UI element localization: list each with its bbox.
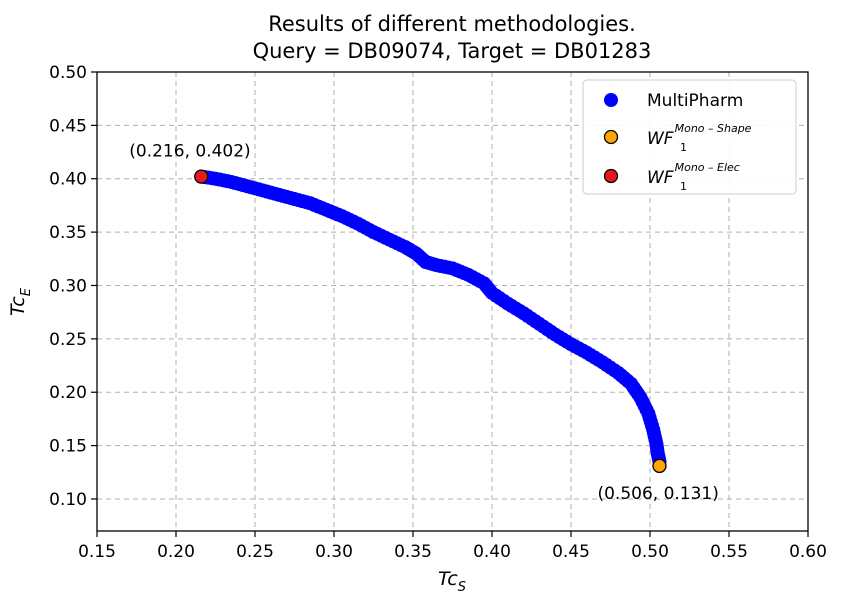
x-tick-label: 0.55 bbox=[710, 542, 748, 562]
x-axis-label-sub: S bbox=[458, 580, 466, 595]
y-tick-label: 0.30 bbox=[49, 276, 87, 296]
y-tick-label: 0.40 bbox=[49, 170, 87, 190]
legend-wf-elec-main: WF bbox=[647, 168, 674, 188]
legend-wf-shape-sup: Mono – Shape bbox=[675, 122, 752, 135]
x-tick-label: 0.15 bbox=[78, 542, 116, 562]
x-tick-label: 0.30 bbox=[315, 542, 353, 562]
x-tick-label: 0.45 bbox=[552, 542, 590, 562]
y-axis-label-sub: E bbox=[19, 287, 34, 296]
x-tick-label: 0.60 bbox=[789, 542, 827, 562]
y-tick-label: 0.25 bbox=[49, 330, 87, 350]
annotations: (0.216, 0.402) (0.506, 0.131) bbox=[129, 142, 719, 504]
wf-mono-elec-point bbox=[194, 169, 209, 184]
chart-title: Results of different methodologies. Quer… bbox=[253, 12, 652, 63]
x-axis-label: TcS bbox=[438, 568, 466, 595]
legend-wf-shape-main: WF bbox=[647, 129, 674, 149]
legend-frame bbox=[582, 79, 797, 195]
wf-mono-shape-point bbox=[652, 458, 667, 474]
y-tick-label: 0.35 bbox=[49, 223, 87, 243]
y-tick-label: 0.50 bbox=[49, 63, 87, 83]
y-tick-label: 0.10 bbox=[49, 490, 87, 510]
title-line-1: Results of different methodologies. bbox=[268, 12, 636, 36]
x-tick-label: 0.25 bbox=[236, 542, 274, 562]
legend-marker-wf-shape bbox=[603, 129, 619, 145]
legend-entry-multipharm: MultiPharm bbox=[604, 91, 743, 111]
x-tick-label: 0.35 bbox=[394, 542, 432, 562]
legend-label-wf-elec: WFMono – Elec bbox=[647, 161, 740, 188]
series-layer bbox=[194, 169, 667, 474]
legend-wf-elec-sub: 1 bbox=[680, 180, 687, 193]
plot-frame bbox=[96, 71, 809, 532]
y-axis-label-main: Tc bbox=[7, 296, 29, 316]
legend: MultiPharm WFMono – Shape 1 WFMono – Ele… bbox=[582, 79, 797, 195]
title-line-2: Query = DB09074, Target = DB01283 bbox=[253, 39, 652, 63]
annotation-start-point: (0.216, 0.402) bbox=[129, 142, 250, 162]
y-axis-label: TcE bbox=[7, 287, 34, 316]
y-tick-label: 0.20 bbox=[49, 383, 87, 403]
legend-wf-elec-sup: Mono – Elec bbox=[675, 161, 740, 174]
x-tick-label: 0.50 bbox=[631, 542, 669, 562]
x-tick-label: 0.20 bbox=[157, 542, 195, 562]
legend-marker-multipharm bbox=[604, 93, 618, 107]
x-axis-label-main: Tc bbox=[438, 568, 458, 590]
legend-marker-wf-elec bbox=[603, 168, 619, 184]
legend-wf-shape-sub: 1 bbox=[680, 141, 687, 154]
legend-label-wf-shape: WFMono – Shape bbox=[647, 122, 752, 149]
y-tick-label: 0.45 bbox=[49, 116, 87, 136]
grid-lines bbox=[96, 71, 809, 531]
legend-label-multipharm: MultiPharm bbox=[647, 91, 743, 111]
legend-entry-wf-shape: WFMono – Shape 1 bbox=[603, 122, 752, 154]
y-tick-label: 0.15 bbox=[49, 437, 87, 457]
axis-ticks: 0.15 0.20 0.25 0.30 0.35 0.40 0.45 0.50 0.55 0.60… bbox=[49, 63, 827, 562]
legend-entry-wf-elec: WFMono – Elec 1 bbox=[603, 161, 740, 193]
x-tick-label: 0.40 bbox=[473, 542, 511, 562]
annotation-end-point: (0.506, 0.131) bbox=[597, 484, 718, 504]
